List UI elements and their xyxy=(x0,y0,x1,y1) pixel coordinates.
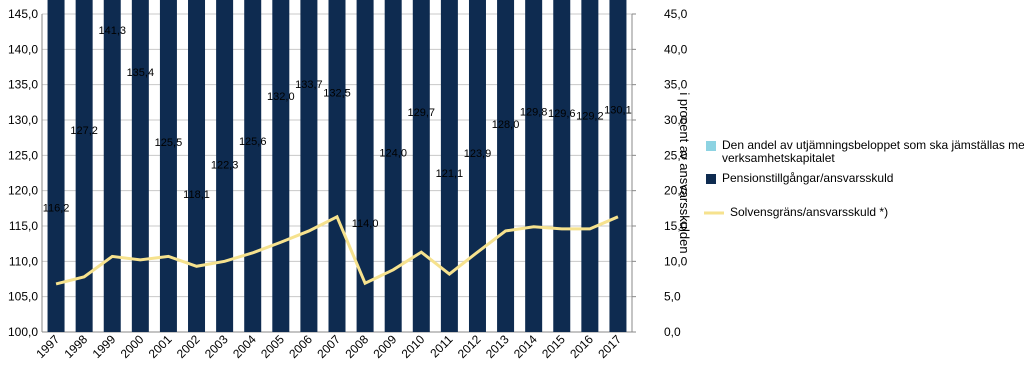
x-tick-label: 2005 xyxy=(258,332,287,361)
data-label: 132,5 xyxy=(323,87,351,99)
bar xyxy=(525,0,543,332)
x-tick-label: 1999 xyxy=(90,332,119,361)
data-label: 129,6 xyxy=(548,108,576,120)
y-tick-label: 130,0 xyxy=(8,113,38,127)
y-tick-label: 125,0 xyxy=(8,148,38,162)
bar xyxy=(300,0,318,332)
data-label: 128,0 xyxy=(492,119,520,131)
bar xyxy=(412,0,430,332)
bar xyxy=(75,0,93,332)
line xyxy=(55,214,619,286)
y-tick-label: 115,0 xyxy=(9,219,38,233)
legend-swatch xyxy=(706,174,716,184)
legend-label: Solvensgräns/ansvarsskuld *) xyxy=(730,205,889,219)
data-label: 118,1 xyxy=(183,189,210,201)
data-label: 116,2 xyxy=(43,203,70,215)
legend-label: Den andel av utjämningsbeloppet som ska … xyxy=(722,138,1024,165)
data-label: 129,7 xyxy=(408,107,436,119)
y2-tick-label: 15,0 xyxy=(664,219,688,233)
x-tick-label: 2001 xyxy=(146,332,175,361)
data-label: 141,3 xyxy=(98,25,126,37)
x-tick-label: 2000 xyxy=(118,332,147,361)
x-tick-label: 2009 xyxy=(371,332,400,361)
bar xyxy=(216,0,234,332)
bar xyxy=(131,0,149,332)
y2-tick-label: 20,0 xyxy=(664,184,688,198)
data-label: 132,0 xyxy=(267,91,295,103)
x-tick-label: 2014 xyxy=(511,332,540,361)
bar xyxy=(440,0,458,332)
bar xyxy=(468,0,486,333)
data-label: 125,5 xyxy=(155,137,183,149)
y-tick-label: 105,0 xyxy=(8,290,38,304)
data-label: 129,8 xyxy=(520,106,548,118)
data-label: 122,3 xyxy=(211,159,239,171)
x-tick-label: 2015 xyxy=(539,332,568,361)
x-tick-label: 2011 xyxy=(427,332,455,360)
y2-tick-label: 10,0 xyxy=(664,254,688,268)
bar xyxy=(272,0,290,332)
bar xyxy=(244,0,262,332)
data-label: 121,1 xyxy=(436,168,464,180)
bar xyxy=(553,0,571,332)
y-tick-label: 120,0 xyxy=(8,184,38,198)
x-tick-label: 1998 xyxy=(61,332,90,361)
bar xyxy=(188,0,206,332)
bar xyxy=(159,0,177,332)
y2-tick-label: 5,0 xyxy=(664,290,681,304)
data-label: 127,2 xyxy=(70,125,98,137)
data-label: 124,0 xyxy=(379,147,407,159)
data-label: 130,1 xyxy=(604,104,632,116)
bar xyxy=(384,0,402,333)
bar xyxy=(581,0,599,332)
y-tick-label: 100,0 xyxy=(8,325,38,339)
x-tick-label: 2007 xyxy=(314,332,343,361)
x-tick-label: 2012 xyxy=(455,332,484,361)
bar xyxy=(609,0,627,332)
x-tick-label: 2002 xyxy=(174,332,203,361)
legend-label: Pensionstillgångar/ansvarsskuld xyxy=(722,171,894,185)
y2-axis-label: i procent av ansvarsskulden xyxy=(677,92,692,253)
x-tick-label: 2016 xyxy=(567,332,596,361)
y-tick-label: 110,0 xyxy=(9,254,38,268)
x-tick-label: 2008 xyxy=(342,332,371,361)
y-tick-label: 145,0 xyxy=(8,7,38,21)
data-label: 135,4 xyxy=(127,67,155,79)
x-tick-label: 2004 xyxy=(230,332,259,361)
x-tick-label: 2003 xyxy=(202,332,231,361)
bar xyxy=(103,0,121,332)
y2-tick-label: 45,0 xyxy=(664,7,688,21)
y2-tick-label: 0,0 xyxy=(664,325,681,339)
bar xyxy=(328,0,346,332)
data-label: 129,2 xyxy=(576,111,604,123)
x-tick-label: 2010 xyxy=(399,332,428,361)
legend-swatch xyxy=(706,141,716,151)
x-tick-label: 2017 xyxy=(595,332,624,361)
data-label: 133,7 xyxy=(295,79,323,91)
bar xyxy=(47,0,65,332)
y-tick-label: 140,0 xyxy=(8,42,38,56)
x-tick-label: 2013 xyxy=(483,332,512,361)
bar xyxy=(497,0,515,332)
x-tick-label: 2006 xyxy=(286,332,315,361)
data-label: 125,6 xyxy=(239,136,267,148)
data-label: 123,9 xyxy=(464,148,492,160)
y2-tick-label: 30,0 xyxy=(664,113,688,127)
y2-tick-label: 35,0 xyxy=(664,78,688,92)
data-label: 114,0 xyxy=(352,218,379,230)
y-tick-label: 135,0 xyxy=(8,78,38,92)
bar xyxy=(356,0,374,332)
y2-tick-label: 40,0 xyxy=(664,42,688,56)
y2-tick-label: 25,0 xyxy=(664,148,688,162)
